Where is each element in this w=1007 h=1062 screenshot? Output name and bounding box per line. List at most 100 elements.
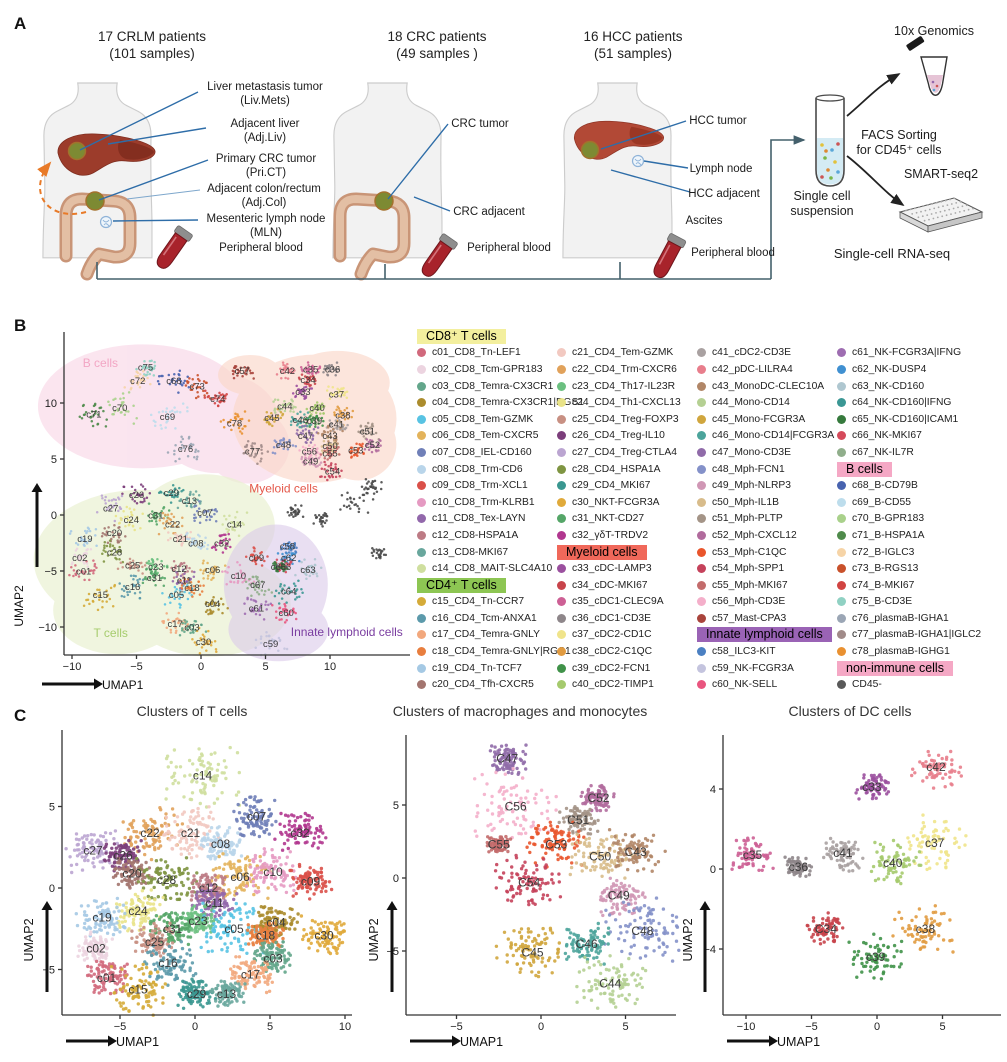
x-tick-label: 0 [874,1021,880,1033]
cluster-label: c73 [189,382,204,393]
legend-item: c72_B-IGLC3 [837,544,981,561]
legend-item: c63_NK-CD160 [837,378,981,395]
umap-cluster [273,811,328,852]
legend-item-label: c63_NK-CD160 [852,380,925,392]
cluster-label: c11 [205,896,224,910]
legend-color-dot [837,564,846,574]
legend-item-label: c60_NK-SELL [712,679,778,691]
cluster-label: c10 [263,865,283,879]
legend-item: c65_NK-CD160|ICAM1 [837,411,981,428]
site-label-lymph-node: Lymph node [689,163,753,175]
cluster-label: c44 [277,402,292,413]
legend-color-dot [557,564,566,574]
umap-region-label: Myeloid cells [249,482,318,496]
smartseq-label: SMART-seq2 [903,167,979,181]
site-label-hcc-tumor: HCC tumor [689,115,747,127]
x-axis-label: UMAP1 [102,678,144,692]
legend-item: c33_cDC-LAMP3 [557,560,681,577]
legend-item-label: c74_B-MKI67 [852,579,915,591]
umap-cluster [525,820,586,869]
x-tick-label: −5 [450,1021,463,1033]
legend-header: Myeloid cells [557,544,681,561]
umap-cluster [339,487,377,514]
legend-color-dot [697,348,706,358]
cluster-label: c47 [298,431,313,442]
legend-item: c66_NK-MKI67 [837,428,981,445]
legend-item: c12_CD8-HSPA1A [417,527,584,544]
cluster-label: c67 [250,580,265,591]
y-tick-label: −5 [44,566,57,578]
cohort2-title-line1: 18 CRC patients [387,29,487,44]
legend-item-label: c16_CD4_Tcm-ANXA1 [432,612,537,624]
x-tick-label: −5 [130,661,143,673]
umap-cluster [199,559,227,582]
legend-color-dot [417,514,426,524]
umap-region-label: B cells [83,356,118,370]
cluster-label: c31 [147,573,162,584]
umap-cluster [68,526,98,548]
legend-color-dot [837,597,846,607]
cluster-label: c35 [743,848,763,862]
umap-cluster [363,438,382,454]
umap-cluster [493,853,563,907]
legend-item: c41_cDC2-CD3E [697,345,834,362]
cohort2-title: 18 CRC patients (49 samples ) [387,28,486,62]
y-axis-label: UMAP2 [22,918,36,961]
umap-cluster [847,932,904,981]
umap-cluster [348,442,365,459]
legend-color-dot [557,381,566,391]
umap-cluster [185,531,210,551]
legend-item-label: c52_Mph-CXCL12 [712,529,797,541]
cluster-label: c74 [210,394,225,405]
legend-color-dot [417,481,426,491]
cluster-label: c43 [322,431,337,442]
legend-header-label: CD8⁺ T cells [417,328,506,344]
cluster-label: c09 [249,553,264,564]
tumor-crc [374,191,394,211]
cluster-label: c35 [303,365,318,376]
legend-item: c59_NK-FCGR3A [697,660,834,677]
cluster-label: c51 [360,426,375,437]
legend-column: c41_cDC2-CD3E c42_pDC-LILRA4 c43_MonoDC-CL… [697,328,834,693]
umap-cluster [316,424,344,445]
body-silhouette-hcc [562,82,673,259]
x-axis-label: UMAP1 [777,1035,820,1049]
umap-cluster [166,435,200,463]
blood-tube-crlm [151,224,194,274]
umap-cluster [192,500,219,525]
cluster-label: c10 [231,571,246,582]
umap-cluster [297,373,317,388]
legend-item: c19_CD4_Tn-TCF7 [417,660,584,677]
cluster-label: C51 [567,813,589,827]
legend-item-label: c42_pDC-LILRA4 [712,363,793,375]
cluster-label: c48 [276,440,291,451]
legend-item-label: c25_CD4_Treg-FOXP3 [572,413,679,425]
umap-cluster [854,773,891,801]
site-label-hcc-adjacent: HCC adjacent [688,188,760,200]
legend-color-dot [837,630,846,640]
umap-cluster [82,583,117,612]
legend-item: c34_cDC-MKI67 [557,577,681,594]
cluster-label: C48 [631,924,653,938]
tumor-primary-crc [85,191,105,211]
legend-item: c55_Mph-MKI67 [697,577,834,594]
legend-item: c04_CD8_Temra-CX3CR1|RGS1 [417,394,584,411]
umap-cluster [114,505,144,532]
umap-t-cells: c14 c07 c32 c22 c21 c08 c27 c26 c20 c28 c06 c10 c09 c… [22,730,352,1049]
umap-cluster [325,385,349,400]
cluster-label: c18 [184,583,199,594]
site-label-adj-col: Adjacent colon/rectum (Adj.Col) [207,183,321,209]
cluster-label: C49 [608,889,630,903]
legend-header-label: CD4⁺ T cells [417,577,506,593]
umap-cluster [360,477,383,495]
umap-cluster [95,494,124,523]
cluster-label: c78 [227,418,242,429]
legend-item: c61_NK-FCGR3A|IFNG [837,345,981,362]
cluster-label: c46 [293,415,308,426]
legend-color-dot [417,680,426,690]
cohort1-title-line2: (101 samples) [109,46,195,61]
legend-item: c28_CD4_HSPA1A [557,461,681,478]
cluster-label: c09 [301,875,321,889]
legend-item: c76_plasmaB-IGHA1 [837,610,981,627]
umap-cluster [322,361,340,377]
